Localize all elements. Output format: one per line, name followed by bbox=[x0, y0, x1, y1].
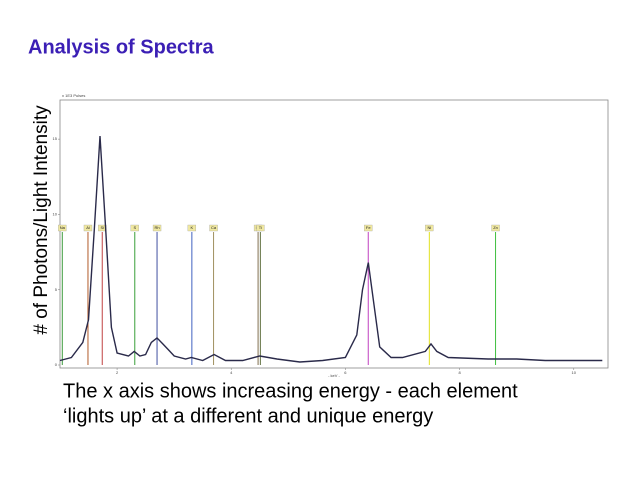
element-label: S bbox=[133, 225, 136, 230]
spectrum-line bbox=[59, 136, 603, 363]
y-tick-label: 10 bbox=[53, 211, 58, 216]
element-label: Si bbox=[100, 225, 104, 230]
element-tag bbox=[130, 224, 139, 232]
plot-frame bbox=[59, 99, 609, 369]
element-tag bbox=[209, 224, 218, 232]
element-label: Rh bbox=[154, 225, 159, 230]
caption-line: The x axis shows increasing energy - eac… bbox=[63, 380, 518, 402]
y-axis-title: # of Photons/Light Intensity bbox=[31, 105, 52, 335]
element-label: Al bbox=[86, 225, 90, 230]
x-tick-label: 6 bbox=[344, 370, 347, 375]
element-label: K bbox=[191, 225, 194, 230]
x-tick-label: 10 bbox=[572, 370, 577, 375]
element-label: Na bbox=[60, 225, 66, 230]
element-tag bbox=[152, 224, 162, 232]
x-axis-label: - keV - bbox=[328, 373, 340, 378]
x-tick-label: 4 bbox=[230, 370, 233, 375]
x-tick-label: 2 bbox=[116, 370, 119, 375]
element-tag bbox=[256, 224, 265, 232]
x-tick-label: 8 bbox=[458, 370, 461, 375]
element-tag bbox=[491, 224, 500, 232]
element-label: Ti bbox=[259, 225, 262, 230]
element-label: Ca bbox=[211, 225, 217, 230]
caption-line: ‘lights up’ at a different and unique en… bbox=[63, 405, 433, 427]
element-label: Fe bbox=[366, 225, 371, 230]
element-tag bbox=[58, 224, 67, 232]
y-tick-label: 5 bbox=[55, 287, 58, 292]
element-tag bbox=[83, 224, 93, 232]
slide-title: Analysis of Spectra bbox=[28, 36, 215, 58]
unit-label: x 1E3 Pulses bbox=[62, 93, 85, 98]
element-label: Zn bbox=[493, 225, 498, 230]
y-tick-label: 0 bbox=[55, 362, 58, 367]
element-tag bbox=[425, 224, 434, 232]
element-label: Ni bbox=[427, 225, 431, 230]
y-tick-label: 15 bbox=[53, 136, 58, 141]
element-tag bbox=[187, 224, 197, 232]
element-tag bbox=[364, 224, 373, 232]
